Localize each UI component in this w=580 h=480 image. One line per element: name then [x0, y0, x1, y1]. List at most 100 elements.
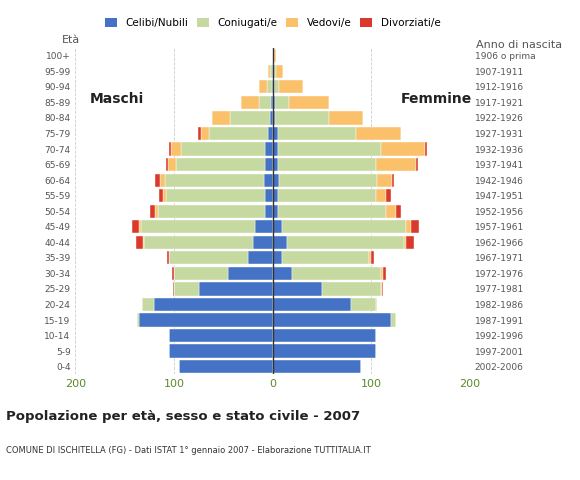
Bar — [411, 220, 419, 233]
Bar — [158, 204, 264, 218]
Bar — [160, 189, 163, 202]
Bar — [166, 189, 264, 202]
Bar — [274, 49, 276, 62]
Bar — [278, 80, 303, 94]
Bar — [168, 158, 176, 171]
Text: Popolazione per età, sesso e stato civile - 2007: Popolazione per età, sesso e stato civil… — [6, 410, 360, 423]
Bar — [396, 204, 401, 218]
Bar — [289, 96, 329, 109]
Bar — [274, 111, 329, 124]
Bar — [392, 173, 394, 187]
Bar — [169, 143, 171, 156]
Bar — [212, 111, 230, 124]
Text: Età: Età — [61, 35, 80, 45]
Bar — [268, 65, 270, 78]
Bar — [273, 49, 274, 62]
Bar — [136, 313, 140, 326]
Bar — [273, 360, 361, 373]
Bar — [259, 96, 271, 109]
Bar — [143, 236, 144, 249]
Bar — [406, 236, 414, 249]
Bar — [172, 267, 174, 280]
Bar — [273, 173, 278, 187]
Legend: Celibi/Nubili, Coniugati/e, Vedovi/e, Divorziati/e: Celibi/Nubili, Coniugati/e, Vedovi/e, Di… — [100, 14, 445, 32]
Bar — [273, 143, 278, 156]
Bar — [169, 345, 273, 358]
Bar — [273, 111, 274, 124]
Bar — [166, 158, 168, 171]
Bar — [322, 282, 381, 296]
Bar — [171, 143, 181, 156]
Bar — [282, 251, 369, 264]
Bar — [273, 329, 376, 342]
Bar — [209, 127, 268, 140]
Bar — [273, 220, 282, 233]
Bar — [273, 127, 278, 140]
Bar — [356, 127, 401, 140]
Bar — [274, 96, 289, 109]
Bar — [278, 143, 381, 156]
Bar — [264, 189, 273, 202]
Bar — [229, 267, 273, 280]
Bar — [273, 267, 292, 280]
Bar — [271, 65, 273, 78]
Bar — [169, 251, 248, 264]
Bar — [271, 80, 273, 94]
Bar — [371, 251, 374, 264]
Bar — [132, 220, 140, 233]
Bar — [329, 111, 363, 124]
Bar — [165, 173, 264, 187]
Bar — [198, 282, 273, 296]
Bar — [426, 143, 427, 156]
Bar — [278, 127, 356, 140]
Bar — [155, 204, 158, 218]
Bar — [381, 267, 383, 280]
Bar — [174, 282, 198, 296]
Bar — [276, 65, 284, 78]
Bar — [273, 96, 274, 109]
Bar — [160, 173, 165, 187]
Bar — [140, 220, 142, 233]
Text: Anno di nascita: Anno di nascita — [476, 40, 561, 50]
Bar — [150, 204, 155, 218]
Bar — [179, 360, 273, 373]
Bar — [163, 189, 166, 202]
Bar — [377, 173, 392, 187]
Bar — [181, 143, 264, 156]
Bar — [267, 80, 271, 94]
Bar — [278, 189, 376, 202]
Bar — [169, 329, 273, 342]
Bar — [376, 158, 415, 171]
Bar — [351, 298, 376, 311]
Bar — [273, 236, 288, 249]
Bar — [264, 158, 273, 171]
Bar — [273, 345, 376, 358]
Bar — [404, 236, 406, 249]
Bar — [273, 251, 282, 264]
Bar — [381, 143, 426, 156]
Bar — [268, 127, 273, 140]
Bar — [386, 204, 396, 218]
Bar — [255, 220, 273, 233]
Bar — [273, 80, 274, 94]
Bar — [273, 158, 278, 171]
Bar — [198, 127, 201, 140]
Bar — [264, 204, 273, 218]
Bar — [391, 313, 396, 326]
Bar — [376, 298, 377, 311]
Bar — [273, 204, 278, 218]
Bar — [140, 313, 273, 326]
Bar — [270, 111, 273, 124]
Bar — [155, 173, 160, 187]
Bar — [383, 267, 386, 280]
Bar — [273, 189, 278, 202]
Bar — [176, 158, 264, 171]
Bar — [282, 220, 406, 233]
Bar — [144, 236, 253, 249]
Bar — [369, 251, 371, 264]
Bar — [201, 127, 209, 140]
Bar — [253, 236, 273, 249]
Bar — [381, 282, 382, 296]
Bar — [292, 267, 381, 280]
Bar — [278, 173, 377, 187]
